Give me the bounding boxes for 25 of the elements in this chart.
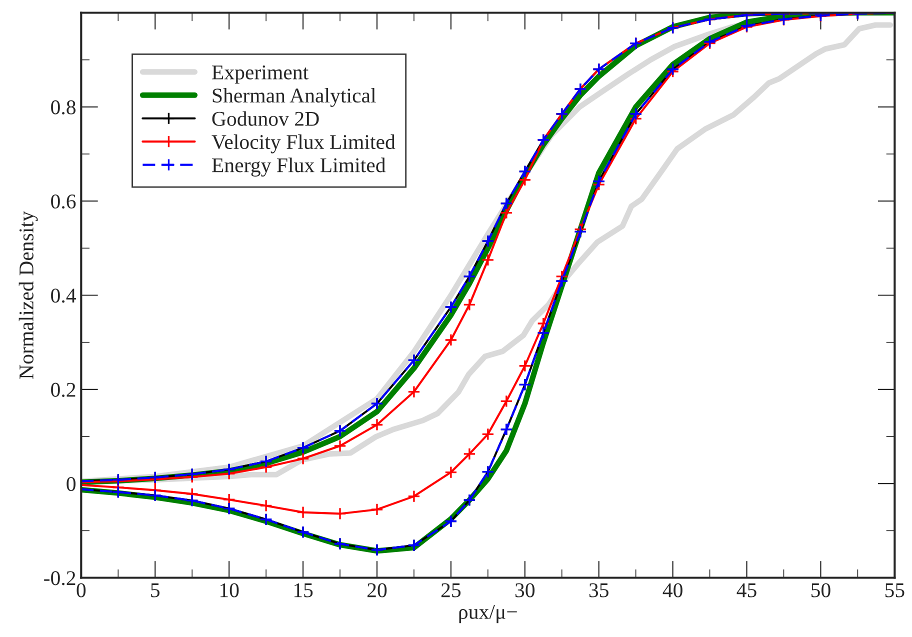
y-axis-title: Normalized Density xyxy=(18,211,38,379)
legend-label: Experiment xyxy=(212,65,308,84)
x-tick-label: 5 xyxy=(151,583,160,598)
x-axis-title: ρux/μ− xyxy=(459,604,517,624)
y-tick-label: 0.2 xyxy=(51,382,76,397)
x-tick-label: 40 xyxy=(662,583,682,598)
x-tick-label: 50 xyxy=(812,583,830,598)
x-tick-label: 20 xyxy=(367,583,387,598)
x-tick-label: 0 xyxy=(76,583,86,598)
x-tick-label: 55 xyxy=(885,583,904,598)
y-tick-label: 0.6 xyxy=(51,194,76,209)
y-tick-label: 0 xyxy=(66,476,76,492)
y-tick-label: 0.8 xyxy=(51,100,76,114)
x-tick-label: 45 xyxy=(736,583,756,598)
y-tick-label: 0.4 xyxy=(51,288,76,303)
y-tick-label: -0.2 xyxy=(44,571,76,586)
legend-label: Godunov 2D xyxy=(212,111,319,126)
x-tick-label: 10 xyxy=(220,583,239,598)
x-tick-label: 25 xyxy=(441,583,461,598)
legend-label: Velocity Flux Limited xyxy=(212,134,396,154)
x-tick-label: 35 xyxy=(589,583,608,598)
x-tick-label: 30 xyxy=(515,583,535,598)
x-tick-label: 15 xyxy=(294,583,313,598)
legend-label: Sherman Analytical xyxy=(212,88,376,107)
legend-label: Energy Flux Limited xyxy=(212,158,386,177)
